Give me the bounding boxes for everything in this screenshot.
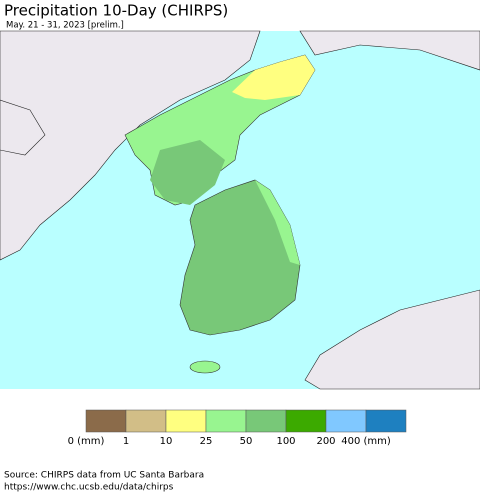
source: Source: CHIRPS data from UC Santa Barbar… — [4, 471, 204, 481]
peninsula-west — [0, 99, 46, 156]
legend-label: 10 — [160, 436, 173, 447]
legend-label: 25 — [200, 436, 213, 447]
legend-swatch — [205, 409, 247, 433]
legend-label: 1 — [123, 436, 129, 447]
japan — [304, 289, 480, 390]
subtitle: May. 21 - 31, 2023 [prelim.] — [6, 21, 124, 31]
china — [0, 30, 261, 261]
legend-swatch — [245, 409, 287, 433]
legend-swatch — [125, 409, 167, 433]
russia — [299, 30, 480, 71]
map — [0, 30, 480, 390]
title: Precipitation 10-Day (CHIRPS) — [4, 2, 228, 20]
legend-label: 200 — [316, 436, 335, 447]
legend: 0 (mm) 1 10 25 50 100 200 400 (mm) — [68, 409, 407, 447]
jeju — [189, 360, 221, 374]
legend-label: 50 — [240, 436, 253, 447]
legend-swatch — [365, 409, 407, 433]
dry-zone — [232, 55, 315, 100]
wet-zone — [150, 140, 225, 205]
legend-label: 400 (mm) — [341, 436, 391, 447]
legend-swatch — [85, 409, 127, 433]
legend-label: 100 — [276, 436, 295, 447]
source-url: https://www.chc.ucsb.edu/data/chirps — [4, 483, 174, 493]
legend-swatch — [165, 409, 207, 433]
legend-label: 0 (mm) — [68, 436, 105, 447]
legend-swatch — [325, 409, 367, 433]
legend-swatch — [285, 409, 327, 433]
east-coast — [255, 180, 300, 265]
